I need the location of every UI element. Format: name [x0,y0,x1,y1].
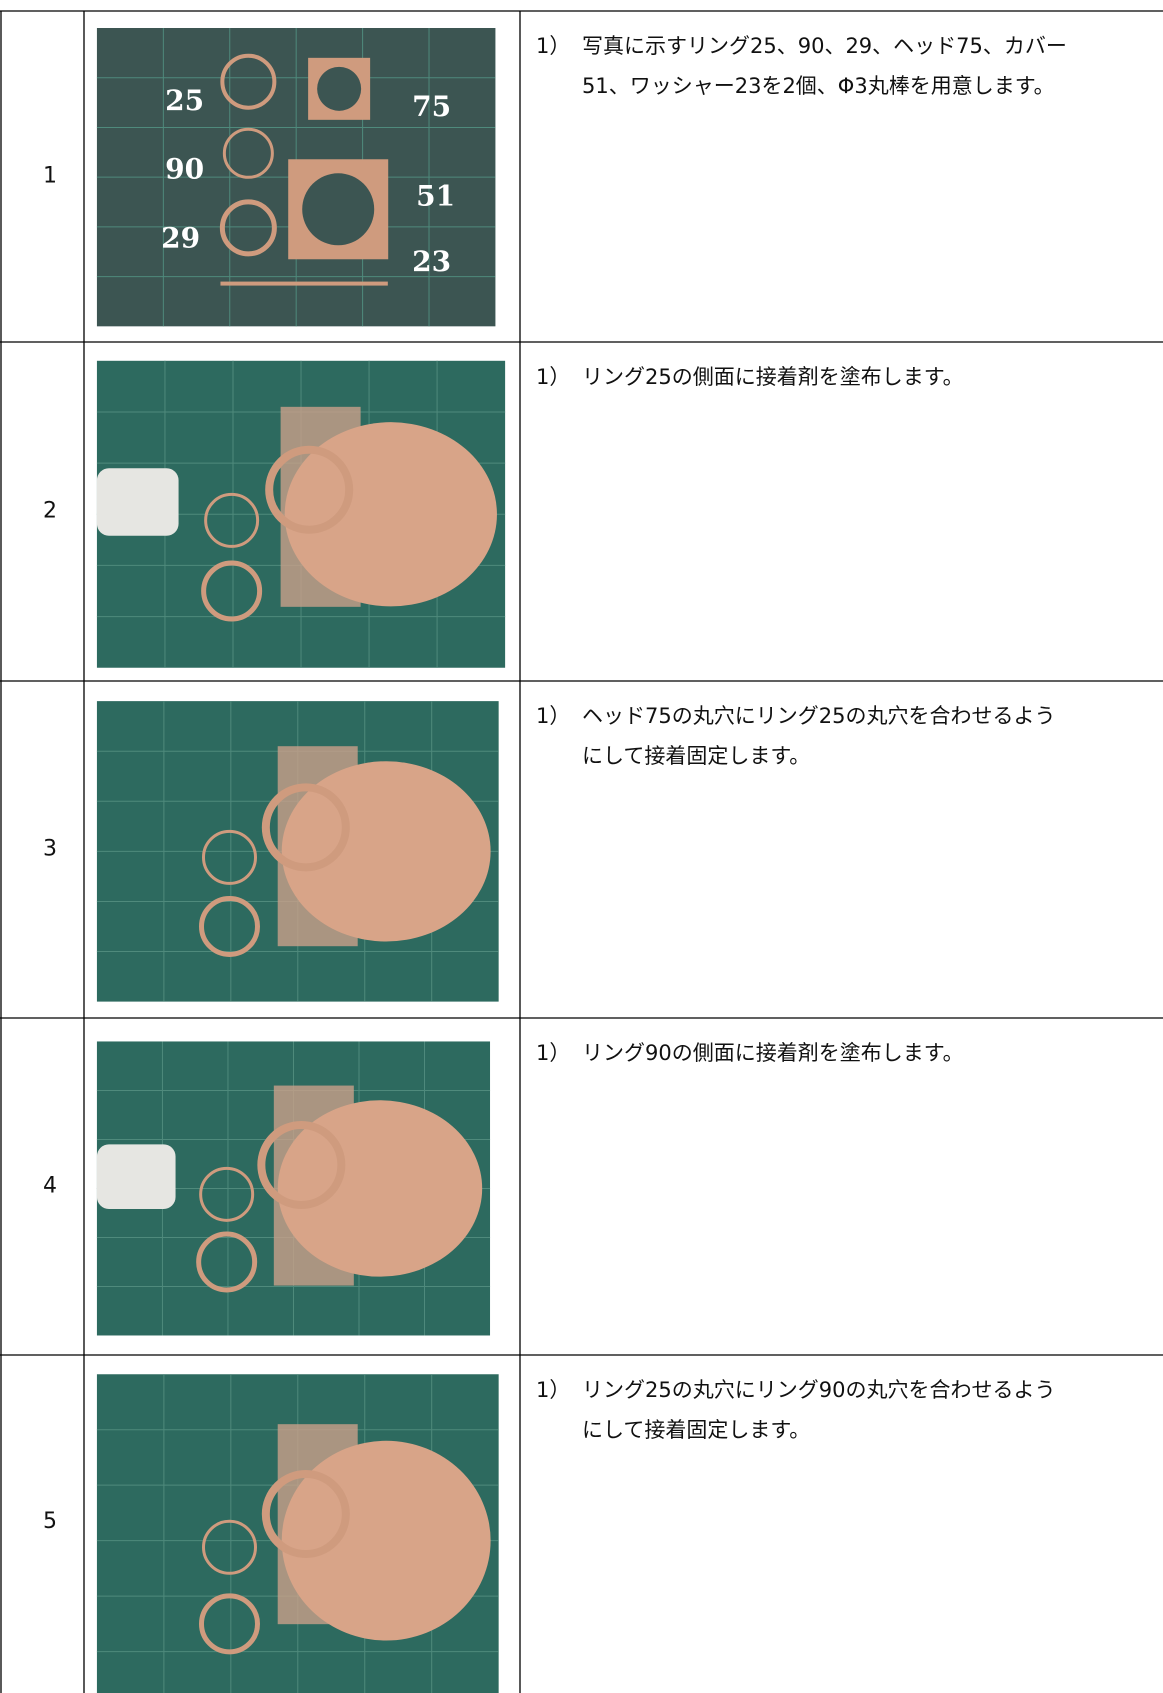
instruction-line: ヘッド75の丸穴にリング25の丸穴を合わせるよう [582,704,1055,728]
ring [204,492,260,548]
step-number: 4 [43,1174,57,1199]
photo [96,1374,499,1693]
ring [219,199,277,257]
hand [277,1100,483,1277]
photo-label: 25 [165,84,204,117]
ring [257,1120,346,1209]
photo-label: 29 [161,221,200,254]
rod [220,281,388,286]
ring [261,1470,350,1559]
hand [281,761,491,942]
instruction-line: リング25の側面に接着剤を塗布します。 [582,365,964,389]
glue-bottle [96,1144,176,1210]
instruction-line: リング25の丸穴にリング90の丸穴を合わせるよう [582,1378,1055,1402]
photo [96,1041,491,1336]
ring [201,560,263,622]
ring [201,829,257,885]
ring [199,1166,255,1222]
step-number: 1 [43,164,57,189]
ring [265,445,354,534]
photo [96,360,506,668]
step-marker: 1） [536,365,570,389]
instruction-line: にして接着固定します。 [582,744,810,768]
hand [284,422,497,607]
photo-label: 51 [416,180,455,213]
step-number: 3 [43,837,57,862]
ring [198,895,260,957]
photo-label: 90 [165,153,204,186]
step-marker: 1） [536,704,570,728]
ring [220,53,277,110]
step-marker: 1） [536,1378,570,1402]
step-number: 5 [43,1509,57,1534]
photo: 25 75 90 51 29 23 [96,28,496,327]
ring [196,1231,258,1293]
photo-label: 75 [412,90,451,123]
photo [96,701,499,1002]
ring [222,127,274,179]
photo-label: 23 [412,245,451,278]
step-marker: 1） [536,34,570,58]
ring [201,1519,257,1575]
step-marker: 1） [536,1041,570,1065]
step-number: 2 [43,499,57,524]
instruction-line: リング90の側面に接着剤を塗布します。 [582,1041,964,1065]
instruction-line: 写真に示すリング25、90、29、ヘッド75、カバー [582,34,1067,58]
instruction-line: 51、ワッシャー23を2個、Φ3丸棒を用意します。 [582,74,1055,98]
hole [302,173,375,246]
glue-bottle [96,468,179,536]
instruction-line: にして接着固定します。 [582,1418,810,1442]
ring [261,783,350,872]
hole [317,66,362,111]
ring [198,1593,260,1655]
